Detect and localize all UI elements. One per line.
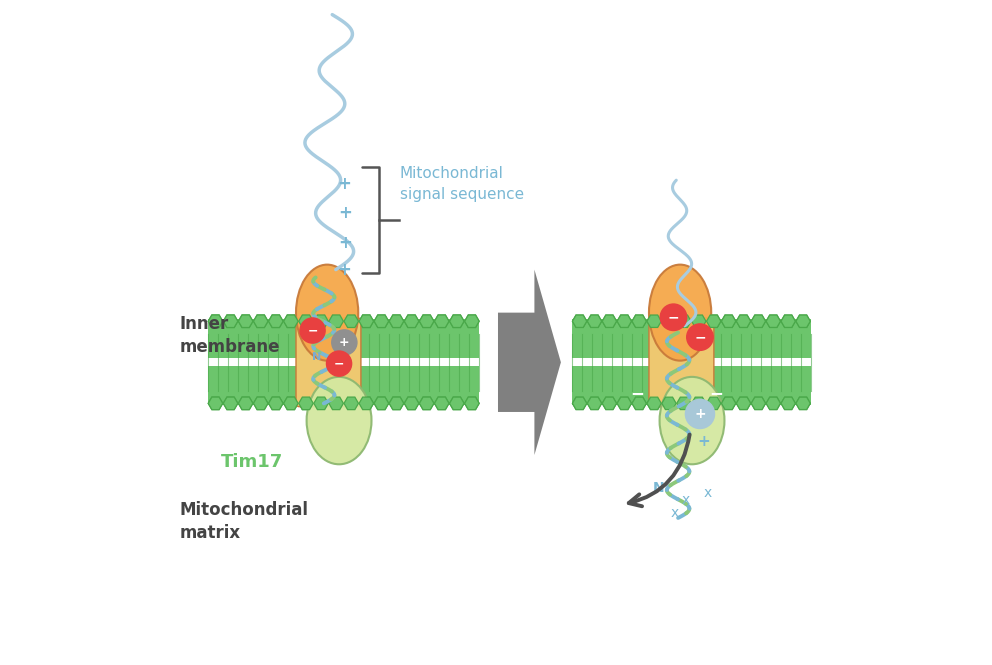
Text: Inner
membrane: Inner membrane <box>180 315 280 356</box>
FancyBboxPatch shape <box>208 319 479 359</box>
FancyBboxPatch shape <box>572 358 810 366</box>
FancyBboxPatch shape <box>572 319 810 359</box>
FancyBboxPatch shape <box>208 366 479 406</box>
Text: −: − <box>668 311 680 325</box>
Text: +: + <box>694 407 705 421</box>
Circle shape <box>331 330 357 355</box>
Text: x: x <box>682 493 690 507</box>
FancyBboxPatch shape <box>649 318 714 407</box>
Text: +: + <box>338 204 352 222</box>
Ellipse shape <box>660 377 724 464</box>
Text: N: N <box>653 481 664 495</box>
Polygon shape <box>498 269 560 455</box>
Text: Tim17: Tim17 <box>221 453 284 471</box>
FancyBboxPatch shape <box>296 318 361 407</box>
Text: N: N <box>311 352 321 362</box>
Circle shape <box>686 324 713 350</box>
Circle shape <box>326 351 351 376</box>
FancyBboxPatch shape <box>572 366 810 406</box>
Text: −: − <box>709 384 723 402</box>
Text: +: + <box>336 174 350 192</box>
Text: +: + <box>338 234 352 252</box>
FancyBboxPatch shape <box>208 358 479 366</box>
Text: −: − <box>694 330 705 344</box>
Ellipse shape <box>296 265 358 360</box>
Text: Mitochondrial
matrix: Mitochondrial matrix <box>180 501 309 542</box>
Circle shape <box>661 304 686 331</box>
Circle shape <box>685 400 714 428</box>
Ellipse shape <box>307 377 371 464</box>
Text: +: + <box>339 336 349 349</box>
Ellipse shape <box>649 265 711 360</box>
Text: +: + <box>697 434 709 450</box>
Text: x: x <box>703 486 712 501</box>
Text: −: − <box>333 357 344 370</box>
Text: −: − <box>630 384 644 402</box>
Text: x: x <box>671 506 679 520</box>
Text: −: − <box>308 324 317 337</box>
Text: Mitochondrial
signal sequence: Mitochondrial signal sequence <box>400 166 524 201</box>
Text: +: + <box>336 261 350 279</box>
Circle shape <box>300 318 325 343</box>
